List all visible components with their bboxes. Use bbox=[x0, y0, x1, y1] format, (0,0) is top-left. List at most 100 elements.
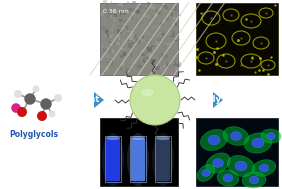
Bar bbox=[169, 64, 171, 67]
Bar bbox=[100, 15, 104, 16]
Bar bbox=[129, 36, 133, 40]
Bar bbox=[140, 53, 145, 56]
Bar bbox=[147, 47, 152, 52]
Bar bbox=[122, 49, 127, 50]
Bar bbox=[105, 67, 108, 71]
Circle shape bbox=[25, 94, 36, 105]
Bar bbox=[161, 33, 164, 35]
Bar bbox=[150, 3, 153, 6]
Bar bbox=[136, 33, 140, 38]
Bar bbox=[133, 42, 136, 44]
Ellipse shape bbox=[102, 133, 124, 186]
Bar bbox=[154, 42, 157, 45]
Bar bbox=[196, 3, 278, 75]
Bar bbox=[135, 51, 137, 53]
Bar bbox=[145, 10, 148, 12]
Bar bbox=[166, 62, 168, 66]
Ellipse shape bbox=[202, 170, 210, 176]
Bar bbox=[105, 29, 108, 33]
Bar bbox=[124, 10, 126, 15]
Bar bbox=[103, 0, 107, 3]
Ellipse shape bbox=[127, 133, 149, 186]
Bar bbox=[156, 11, 160, 15]
Bar bbox=[153, 15, 154, 17]
Bar bbox=[156, 41, 158, 45]
Bar bbox=[138, 10, 140, 12]
Bar bbox=[162, 45, 166, 49]
Ellipse shape bbox=[261, 129, 281, 143]
Bar bbox=[140, 40, 141, 44]
Ellipse shape bbox=[197, 165, 215, 181]
Bar bbox=[136, 4, 138, 6]
Bar bbox=[132, 59, 136, 64]
Bar bbox=[103, 35, 107, 37]
Bar bbox=[131, 11, 136, 15]
Bar bbox=[168, 29, 169, 31]
Bar bbox=[147, 2, 150, 7]
Ellipse shape bbox=[201, 129, 228, 151]
Bar bbox=[135, 10, 140, 13]
Bar bbox=[133, 40, 135, 42]
Bar bbox=[126, 68, 131, 71]
Bar bbox=[120, 11, 122, 15]
Bar bbox=[151, 63, 156, 65]
Ellipse shape bbox=[208, 135, 220, 145]
Bar bbox=[131, 60, 133, 64]
Bar bbox=[151, 45, 154, 47]
Bar bbox=[106, 54, 109, 58]
Bar bbox=[104, 20, 107, 22]
Bar bbox=[115, 38, 119, 40]
Text: 0.36 nm: 0.36 nm bbox=[103, 9, 129, 14]
Bar bbox=[105, 46, 108, 49]
Bar bbox=[168, 63, 171, 66]
Bar bbox=[113, 50, 114, 53]
Bar bbox=[171, 13, 173, 16]
Bar bbox=[110, 36, 111, 39]
Bar bbox=[144, 15, 149, 17]
Bar bbox=[123, 32, 125, 35]
Bar bbox=[128, 43, 132, 48]
Bar bbox=[142, 50, 143, 52]
Bar bbox=[175, 22, 177, 26]
Ellipse shape bbox=[242, 172, 266, 188]
Bar bbox=[116, 37, 119, 40]
Ellipse shape bbox=[141, 89, 154, 96]
Bar bbox=[160, 22, 164, 26]
Bar bbox=[108, 49, 111, 53]
Circle shape bbox=[130, 75, 180, 125]
Bar bbox=[102, 36, 105, 37]
Bar bbox=[102, 44, 104, 48]
Bar bbox=[153, 25, 155, 29]
Bar bbox=[108, 41, 111, 43]
Bar bbox=[150, 52, 155, 55]
Bar bbox=[173, 17, 178, 20]
Bar bbox=[117, 30, 120, 34]
Bar bbox=[177, 62, 181, 64]
Bar bbox=[105, 46, 107, 49]
Bar bbox=[146, 33, 150, 35]
Bar bbox=[164, 46, 166, 47]
Bar bbox=[109, 36, 112, 38]
Bar bbox=[149, 53, 151, 58]
Bar bbox=[155, 13, 157, 17]
Circle shape bbox=[37, 111, 47, 121]
Circle shape bbox=[14, 90, 22, 98]
Bar bbox=[136, 39, 140, 43]
Ellipse shape bbox=[206, 153, 230, 173]
Bar bbox=[135, 47, 138, 50]
Bar bbox=[134, 14, 136, 16]
Bar bbox=[155, 136, 171, 182]
Bar bbox=[110, 15, 113, 18]
Ellipse shape bbox=[156, 136, 170, 140]
Ellipse shape bbox=[223, 127, 249, 145]
Bar bbox=[131, 138, 145, 181]
Bar bbox=[118, 66, 122, 70]
Bar bbox=[146, 57, 149, 59]
Bar bbox=[164, 72, 166, 74]
Bar bbox=[172, 22, 174, 25]
Bar bbox=[128, 21, 129, 22]
Bar bbox=[173, 64, 177, 66]
Bar bbox=[163, 35, 166, 40]
Bar bbox=[113, 72, 115, 74]
Bar bbox=[170, 70, 172, 71]
